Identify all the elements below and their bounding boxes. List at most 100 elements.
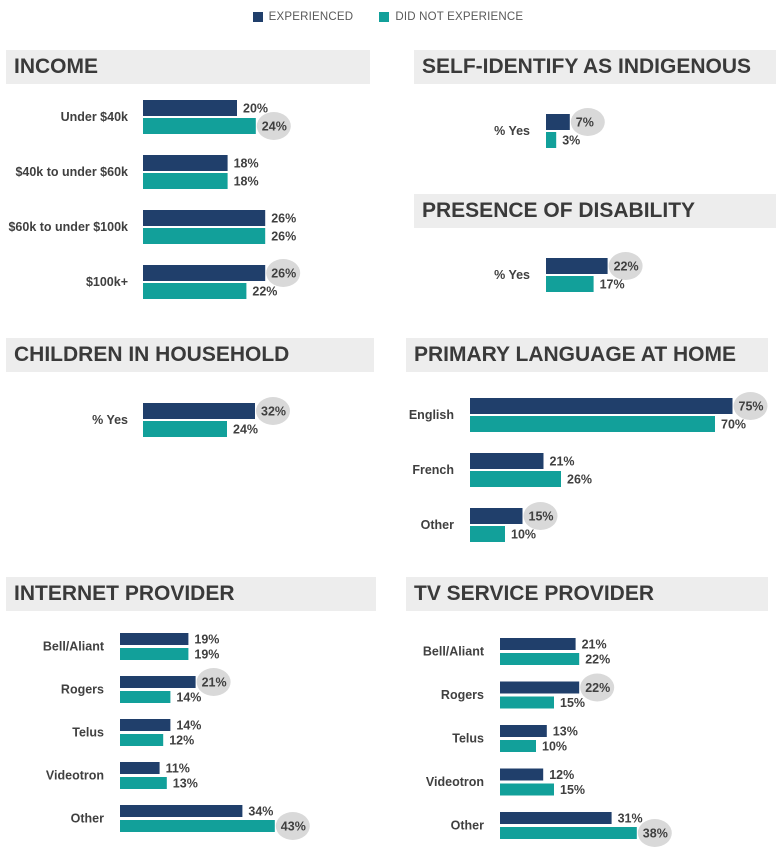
highlight-marker <box>523 502 558 530</box>
category-label-bell-aliant: Bell/Aliant <box>43 640 105 654</box>
category-label-under-40k: Under $40k <box>61 110 128 124</box>
bar-not-experienced-other <box>500 827 637 839</box>
legend-label-experienced: EXPERIENCED <box>268 11 354 23</box>
data-label: 24% <box>233 423 258 437</box>
category-label-rogers: Rogers <box>61 683 104 697</box>
category-label-60k-to-under-100k: $60k to under $100k <box>8 220 128 234</box>
bar-experienced-rogers <box>500 681 580 694</box>
bar-experienced-under-40k <box>143 100 237 116</box>
category-label-rogers: Rogers <box>441 688 484 702</box>
bar-not-experienced-rogers <box>120 691 171 703</box>
bar-experienced-videotron <box>120 762 160 774</box>
highlight-marker <box>256 112 291 140</box>
bar-not-experienced-videotron <box>120 777 167 789</box>
bar-experienced-yes <box>546 258 608 274</box>
bar-not-experienced-bell-aliant <box>500 653 580 665</box>
data-label: 12% <box>549 768 574 782</box>
highlight-marker <box>608 252 643 280</box>
data-label: 21% <box>550 455 575 469</box>
data-label: 19% <box>194 633 219 647</box>
data-label: 22% <box>585 653 610 667</box>
category-label-videotron: Videotron <box>426 775 484 789</box>
data-label: 22% <box>614 260 639 274</box>
bar-experienced-other <box>500 812 612 824</box>
bar-experienced-french <box>470 453 544 469</box>
bar-not-experienced-other <box>120 820 275 832</box>
bar-experienced-yes <box>143 403 255 419</box>
bar-experienced-bell-aliant <box>120 633 189 645</box>
data-label: 70% <box>721 418 746 432</box>
data-label: 26% <box>271 230 296 244</box>
bar-experienced-other <box>470 508 523 524</box>
data-label: 15% <box>560 696 585 710</box>
panel-tv: TV SERVICE PROVIDER Bell/Aliant 21% 22% Roge… <box>400 577 776 847</box>
bar-chart: Bell/Aliant 21%22%Rogers 22%15%Telus 13%10%… <box>423 638 672 847</box>
category-label-french: French <box>412 463 454 477</box>
highlight-marker <box>256 397 290 425</box>
category-label-100k: $100k+ <box>86 275 128 289</box>
panel-income: INCOME Under $40k 20% 24% $40k to under $60k… <box>0 50 372 320</box>
bar-not-experienced-bell-aliant <box>120 648 189 660</box>
panel-title: SELF-IDENTIFY AS INDIGENOUS <box>414 50 776 84</box>
bar-not-experienced-under-40k <box>143 118 256 134</box>
legend-item-not-experienced: DID NOT EXPERIENCE <box>379 11 523 23</box>
bar-chart: % Yes 7% 3% <box>494 108 605 148</box>
data-label: 3% <box>562 134 580 148</box>
data-label: 14% <box>176 719 201 733</box>
data-label: 15% <box>529 510 554 524</box>
data-label: 26% <box>567 473 592 487</box>
bar-not-experienced-yes <box>546 132 557 148</box>
bar-not-experienced-yes <box>546 276 594 292</box>
data-label: 38% <box>643 827 668 841</box>
highlight-marker <box>266 259 301 287</box>
data-label: 13% <box>553 725 578 739</box>
category-label-other: Other <box>421 518 454 532</box>
legend-item-experienced: EXPERIENCED <box>252 11 354 23</box>
data-label: 17% <box>600 278 625 292</box>
data-label: 32% <box>261 405 286 419</box>
panel-title: CHILDREN IN HOUSEHOLD <box>6 338 374 372</box>
data-label: 15% <box>560 783 585 797</box>
legend: EXPERIENCED DID NOT EXPERIENCE <box>0 8 776 26</box>
bar-not-experienced-english <box>470 416 715 432</box>
bar-not-experienced-yes <box>143 421 227 437</box>
data-label: 31% <box>618 812 643 826</box>
bar-not-experienced-40k-to-under-60k <box>143 173 228 189</box>
category-label-bell-aliant: Bell/Aliant <box>423 645 485 659</box>
panel-children: CHILDREN IN HOUSEHOLD % Yes 32% 24% <box>0 338 374 458</box>
bar-experienced-other <box>120 805 243 817</box>
bar-not-experienced-french <box>470 471 561 487</box>
bar-experienced-yes <box>546 114 570 130</box>
data-label: 22% <box>585 681 610 695</box>
highlight-marker <box>275 812 310 840</box>
data-label: 20% <box>243 102 268 116</box>
category-label-yes: % Yes <box>92 413 128 427</box>
highlight-marker <box>196 668 231 696</box>
bar-experienced-100k <box>143 265 266 281</box>
data-label: 12% <box>169 734 194 748</box>
bar-experienced-60k-to-under-100k <box>143 210 266 226</box>
data-label: 75% <box>739 400 764 414</box>
data-label: 7% <box>576 116 594 130</box>
highlight-marker <box>637 819 672 847</box>
bar-not-experienced-telus <box>120 734 164 746</box>
data-label: 21% <box>582 638 607 652</box>
data-label: 26% <box>271 212 296 226</box>
bar-chart: % Yes 22% 17% <box>494 252 643 292</box>
bar-chart: Under $40k 20% 24% $40k to under $60k 18% 18%… <box>8 100 301 299</box>
bar-not-experienced-other <box>470 526 505 542</box>
highlight-marker <box>733 392 768 420</box>
bar-experienced-bell-aliant <box>500 638 576 650</box>
panel-internet: INTERNET PROVIDER Bell/Aliant 19% 19% Rogers… <box>0 577 376 847</box>
category-label-other: Other <box>451 819 484 833</box>
data-label: 10% <box>542 740 567 754</box>
category-label-other: Other <box>71 812 104 826</box>
data-label: 11% <box>166 762 190 776</box>
bar-experienced-40k-to-under-60k <box>143 155 228 171</box>
bar-experienced-videotron <box>500 768 544 781</box>
category-label-yes: % Yes <box>494 268 530 282</box>
panel-disability: PRESENCE OF DISABILITY % Yes 22% 17% <box>408 194 776 314</box>
bar-not-experienced-videotron <box>500 783 554 796</box>
bar-experienced-telus <box>120 719 171 731</box>
data-label: 13% <box>173 777 198 791</box>
